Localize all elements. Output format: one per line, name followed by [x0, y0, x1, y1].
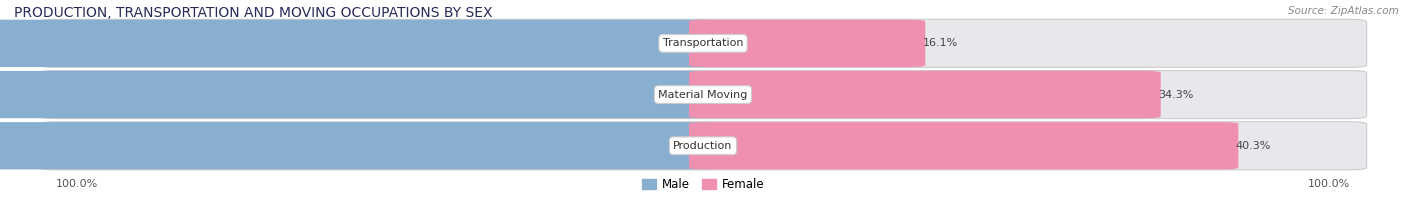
Text: PRODUCTION, TRANSPORTATION AND MOVING OCCUPATIONS BY SEX: PRODUCTION, TRANSPORTATION AND MOVING OC…	[14, 6, 492, 20]
Text: Transportation: Transportation	[662, 38, 744, 48]
FancyBboxPatch shape	[689, 122, 1239, 169]
Text: Material Moving: Material Moving	[658, 90, 748, 99]
Text: 40.3%: 40.3%	[1236, 141, 1271, 151]
Text: Source: ZipAtlas.com: Source: ZipAtlas.com	[1288, 6, 1399, 16]
FancyBboxPatch shape	[689, 20, 925, 67]
Legend: Male, Female: Male, Female	[641, 178, 765, 191]
Text: 34.3%: 34.3%	[1159, 90, 1194, 99]
Text: 100.0%: 100.0%	[1308, 179, 1350, 189]
FancyBboxPatch shape	[0, 122, 717, 169]
Text: 16.1%: 16.1%	[922, 38, 957, 48]
FancyBboxPatch shape	[39, 71, 1367, 119]
FancyBboxPatch shape	[0, 20, 717, 67]
FancyBboxPatch shape	[39, 19, 1367, 67]
Text: 100.0%: 100.0%	[56, 179, 98, 189]
FancyBboxPatch shape	[689, 71, 1161, 118]
Text: Production: Production	[673, 141, 733, 151]
FancyBboxPatch shape	[0, 71, 717, 118]
FancyBboxPatch shape	[39, 122, 1367, 170]
